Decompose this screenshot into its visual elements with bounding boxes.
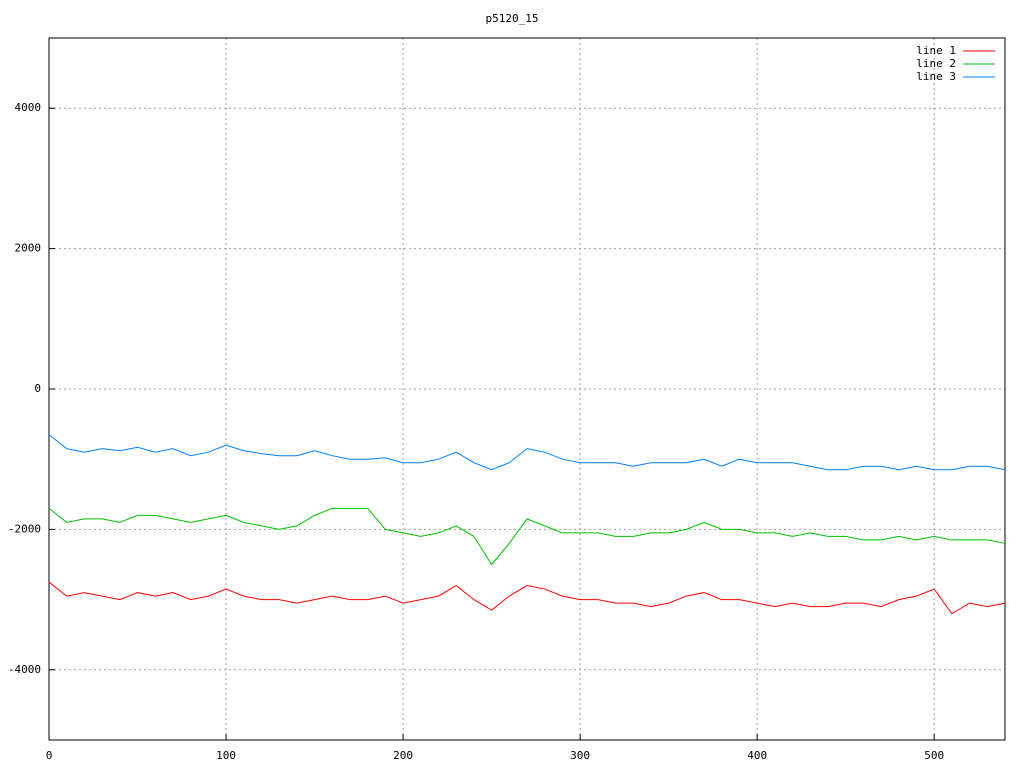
y-tick-label: -4000 [8, 663, 41, 676]
legend-label: line 1 [916, 44, 956, 57]
x-tick-label: 100 [216, 749, 236, 762]
chart-title: p5120_15 [486, 12, 539, 25]
data-line [48, 581, 1006, 615]
x-tick-label: 0 [46, 749, 53, 762]
y-tick-label: 2000 [15, 242, 42, 255]
y-tick-label: -2000 [8, 522, 41, 535]
x-tick-label: 500 [924, 749, 944, 762]
data-line [48, 507, 1006, 566]
x-tick-label: 300 [570, 749, 590, 762]
x-tick-label: 400 [747, 749, 767, 762]
legend-label: line 2 [916, 57, 956, 70]
legend-label: line 3 [916, 70, 956, 83]
plot-frame [48, 37, 1006, 741]
x-tick-label: 200 [393, 749, 413, 762]
y-tick-label: 0 [34, 382, 41, 395]
y-tick-label: 4000 [15, 101, 42, 114]
data-line [48, 434, 1006, 471]
